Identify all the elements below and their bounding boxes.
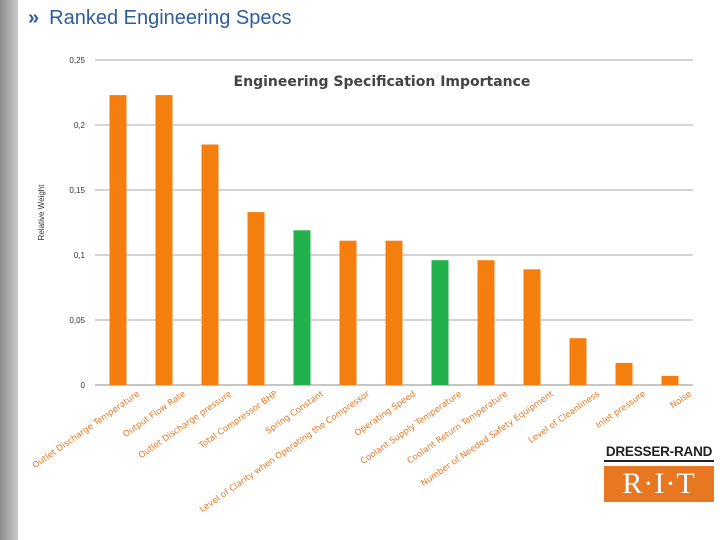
x-tick-label: Outlet Discharge pressure [137, 389, 234, 461]
y-tick-label: 0,05 [69, 316, 85, 325]
bar [247, 212, 265, 385]
bar [293, 230, 311, 385]
slide-header: » Ranked Engineering Specs [28, 4, 292, 32]
bar [339, 240, 357, 385]
y-tick-label: 0 [81, 381, 86, 390]
bar [109, 95, 127, 385]
brand-logo: DRESSER-RAND R·I·T [604, 444, 714, 504]
bar [431, 260, 449, 385]
rit-logo: R·I·T [604, 466, 714, 502]
x-tick-label: Noise [669, 389, 694, 411]
bar [477, 260, 495, 385]
y-tick-label: 0,15 [69, 186, 85, 195]
bar [201, 144, 219, 385]
bar [523, 269, 541, 385]
brand-name: DRESSER-RAND [604, 444, 714, 462]
x-tick-label: Level of Clarity when Operating the Comp… [198, 389, 372, 515]
x-tick-label: Total Compressor BHP [197, 389, 280, 451]
bar [661, 375, 679, 385]
bar [385, 240, 403, 385]
chart-title: Engineering Specification Importance [234, 74, 531, 90]
chevron-right-icon: » [28, 6, 40, 29]
bar [569, 338, 587, 385]
x-tick-label: Inlet pressure [594, 389, 647, 431]
y-tick-label: 0,2 [74, 121, 86, 130]
y-tick-label: 0,1 [74, 251, 86, 260]
slide-title: Ranked Engineering Specs [49, 6, 292, 29]
bar [155, 95, 173, 385]
left-accent-bar [0, 0, 18, 540]
y-axis-label: Relative Weight [37, 184, 46, 241]
y-tick-label: 0,25 [69, 56, 85, 65]
bar [615, 362, 633, 385]
